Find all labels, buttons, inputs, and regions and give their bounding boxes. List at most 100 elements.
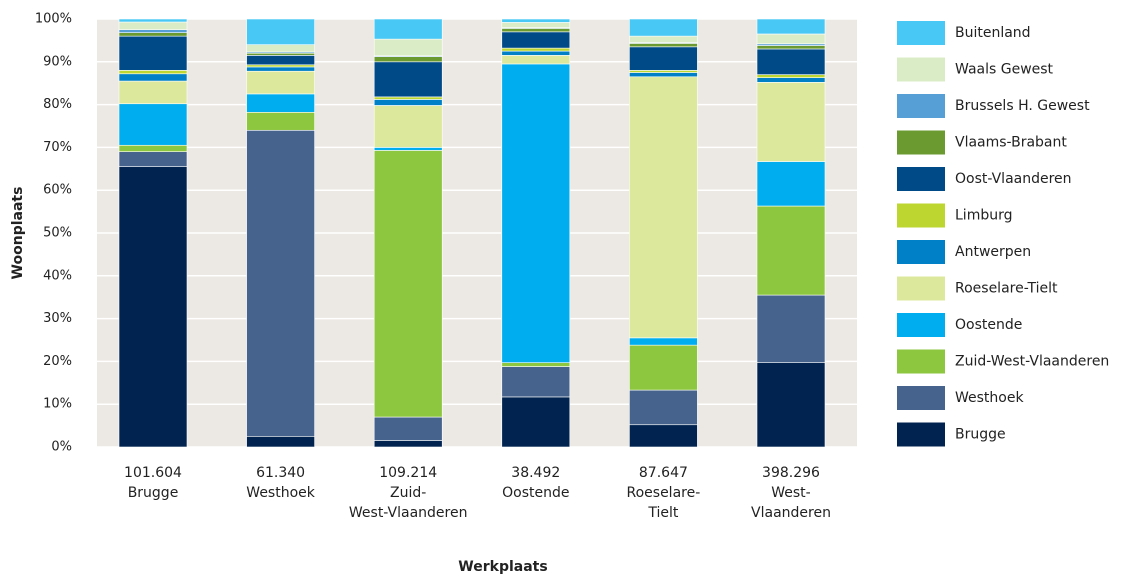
bar-segment <box>756 161 826 207</box>
y-tick-label: 100% <box>35 12 72 27</box>
legend-label: Waals Gewest <box>955 62 1054 78</box>
bar-segment <box>373 18 443 40</box>
x-tick-label: 87.647 <box>639 465 688 481</box>
legend-swatch <box>897 422 945 447</box>
bar-segment <box>629 72 698 78</box>
x-tick-label: Roeselare- <box>627 485 701 501</box>
legend-label: Brugge <box>955 427 1006 443</box>
legend-swatch <box>897 349 945 374</box>
bar-segment <box>246 44 315 53</box>
bar-segment <box>756 74 826 78</box>
bar-segment <box>501 63 571 363</box>
bar-segment <box>118 166 188 448</box>
legend-label: Antwerpen <box>955 244 1031 260</box>
bar-segment <box>118 70 188 75</box>
bar-segment <box>246 18 315 45</box>
bar-segment <box>756 205 826 296</box>
legend-label: Buitenland <box>955 25 1031 41</box>
legend-swatch <box>897 203 945 228</box>
bar-segment <box>629 43 698 48</box>
bar-segment <box>373 150 443 418</box>
bar-segment <box>629 46 698 71</box>
bar-segment <box>756 294 826 363</box>
bar-segment <box>373 147 443 151</box>
legend-swatch <box>897 167 945 191</box>
bar-segment <box>373 61 443 98</box>
legend-swatch <box>897 94 945 118</box>
bar-segment <box>501 50 571 56</box>
bar-segment <box>246 70 315 95</box>
x-tick-label: 61.340 <box>256 465 305 481</box>
bar-segment <box>756 77 826 83</box>
bar-segment <box>629 18 698 37</box>
x-axis-title: Werkplaats <box>458 559 547 575</box>
legend-label: Roeselare-Tielt <box>955 281 1058 297</box>
bar-segment <box>756 82 826 162</box>
x-tick-label: West- <box>771 485 810 501</box>
bar-segment <box>373 105 443 148</box>
bar-segment <box>118 73 188 82</box>
bar-segment <box>756 18 826 35</box>
bar-segment <box>629 35 698 43</box>
bar-segment <box>501 366 571 398</box>
x-tick-label: 101.604 <box>124 465 182 481</box>
bar-segment <box>118 151 188 167</box>
y-tick-label: 70% <box>43 140 72 155</box>
y-tick-label: 30% <box>43 311 72 326</box>
legend-swatch <box>897 386 945 410</box>
bar-segment <box>373 38 443 57</box>
bar-segment <box>246 52 315 56</box>
bar-segment <box>756 48 826 75</box>
legend-label: Westhoek <box>955 390 1024 406</box>
legend-swatch <box>897 21 945 45</box>
bar-segment <box>756 362 826 448</box>
x-tick-label: 109.214 <box>379 465 437 481</box>
bar-segment <box>629 70 698 73</box>
bar-segment <box>118 32 188 37</box>
bar-segment <box>629 76 698 339</box>
bar-segment <box>246 129 315 437</box>
bar-segment <box>246 64 315 68</box>
y-tick-label: 90% <box>43 54 72 69</box>
y-axis-title: Woonplaats <box>10 187 26 280</box>
bar-segment <box>118 21 188 31</box>
legend-label: Vlaams-Brabant <box>955 135 1067 151</box>
bar-segment <box>501 18 571 23</box>
bar-segment <box>373 416 443 441</box>
bar-segment <box>501 396 571 448</box>
bar-segment <box>373 96 443 100</box>
bar-segment <box>629 344 698 391</box>
legend-label: Oost-Vlaanderen <box>955 171 1072 187</box>
x-tick-label: West-Vlaanderen <box>349 505 468 521</box>
x-tick-label: 38.492 <box>511 465 560 481</box>
legend-label: Brussels H. Gewest <box>955 98 1090 114</box>
y-tick-label: 80% <box>43 97 72 112</box>
legend-label: Zuid-West-Vlaanderen <box>955 354 1109 370</box>
legend-swatch <box>897 313 945 337</box>
legend-swatch <box>897 130 945 155</box>
bar-segment <box>118 18 188 23</box>
bar-segment <box>756 45 826 50</box>
y-tick-label: 40% <box>43 268 72 283</box>
bar-segment <box>246 55 315 66</box>
y-tick-label: 20% <box>43 354 72 369</box>
x-tick-label: Vlaanderen <box>751 505 831 521</box>
bar-segment <box>246 66 315 72</box>
bar-segment <box>501 22 571 28</box>
legend-label: Limburg <box>955 208 1012 224</box>
x-tick-label: Tielt <box>647 505 679 521</box>
bar-segment <box>246 93 315 113</box>
legend-swatch <box>897 240 945 264</box>
bar-segment <box>246 112 315 131</box>
bar-segment <box>118 144 188 152</box>
x-tick-label: Westhoek <box>246 485 315 501</box>
bar-segment <box>501 28 571 33</box>
y-tick-label: 50% <box>43 226 72 241</box>
bar-segment <box>756 33 826 45</box>
bar-segment <box>373 99 443 106</box>
bar-segment <box>629 389 698 426</box>
bar-segment <box>629 424 698 448</box>
legend-swatch <box>897 57 945 82</box>
legend-label: Oostende <box>955 317 1022 333</box>
